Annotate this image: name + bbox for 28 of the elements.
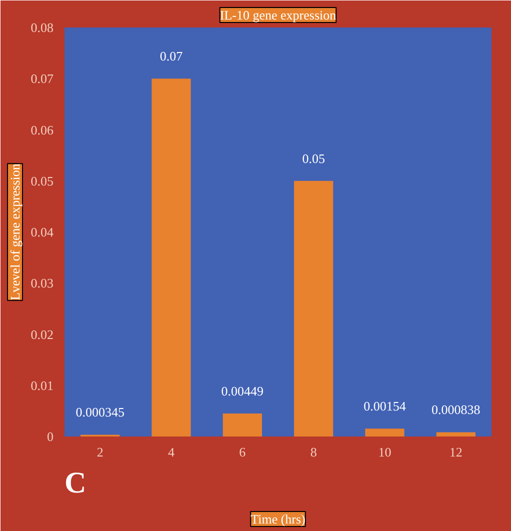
data-label: 0.000838 xyxy=(432,402,480,418)
x-tick-label: 10 xyxy=(378,444,392,460)
x-tick-label: 2 xyxy=(96,444,104,460)
y-tick-label: 0.05 xyxy=(30,173,54,188)
y-tick-label: 0.01 xyxy=(30,378,54,393)
y-tick-label: 0.08 xyxy=(30,20,54,35)
y-axis-title: Lvevel of gene expression xyxy=(8,163,22,300)
text: C xyxy=(64,466,86,500)
y-tick-label: 0.04 xyxy=(30,224,54,240)
y-tick-label: 0 xyxy=(47,429,54,444)
x-tick-label: 8 xyxy=(310,444,317,460)
data-label: 0.00154 xyxy=(364,398,406,414)
y-tick-label: 0.06 xyxy=(30,122,54,138)
bar xyxy=(222,414,262,436)
data-label: 0.00449 xyxy=(221,384,264,399)
bar xyxy=(294,180,334,436)
y-tick-label: 0.07 xyxy=(30,71,54,86)
bar xyxy=(436,432,476,436)
bar xyxy=(365,428,404,436)
data-label: 0.07 xyxy=(160,48,184,64)
data-label: 0.000345 xyxy=(76,404,124,420)
y-tick-label: 0.02 xyxy=(30,326,54,342)
x-tick-label: 6 xyxy=(239,444,246,460)
bar xyxy=(152,78,191,436)
x-tick-label: 12 xyxy=(449,444,462,460)
data-label: 0.05 xyxy=(302,150,325,166)
x-tick-label: 4 xyxy=(168,444,175,460)
y-tick-label: 0.03 xyxy=(30,276,54,291)
